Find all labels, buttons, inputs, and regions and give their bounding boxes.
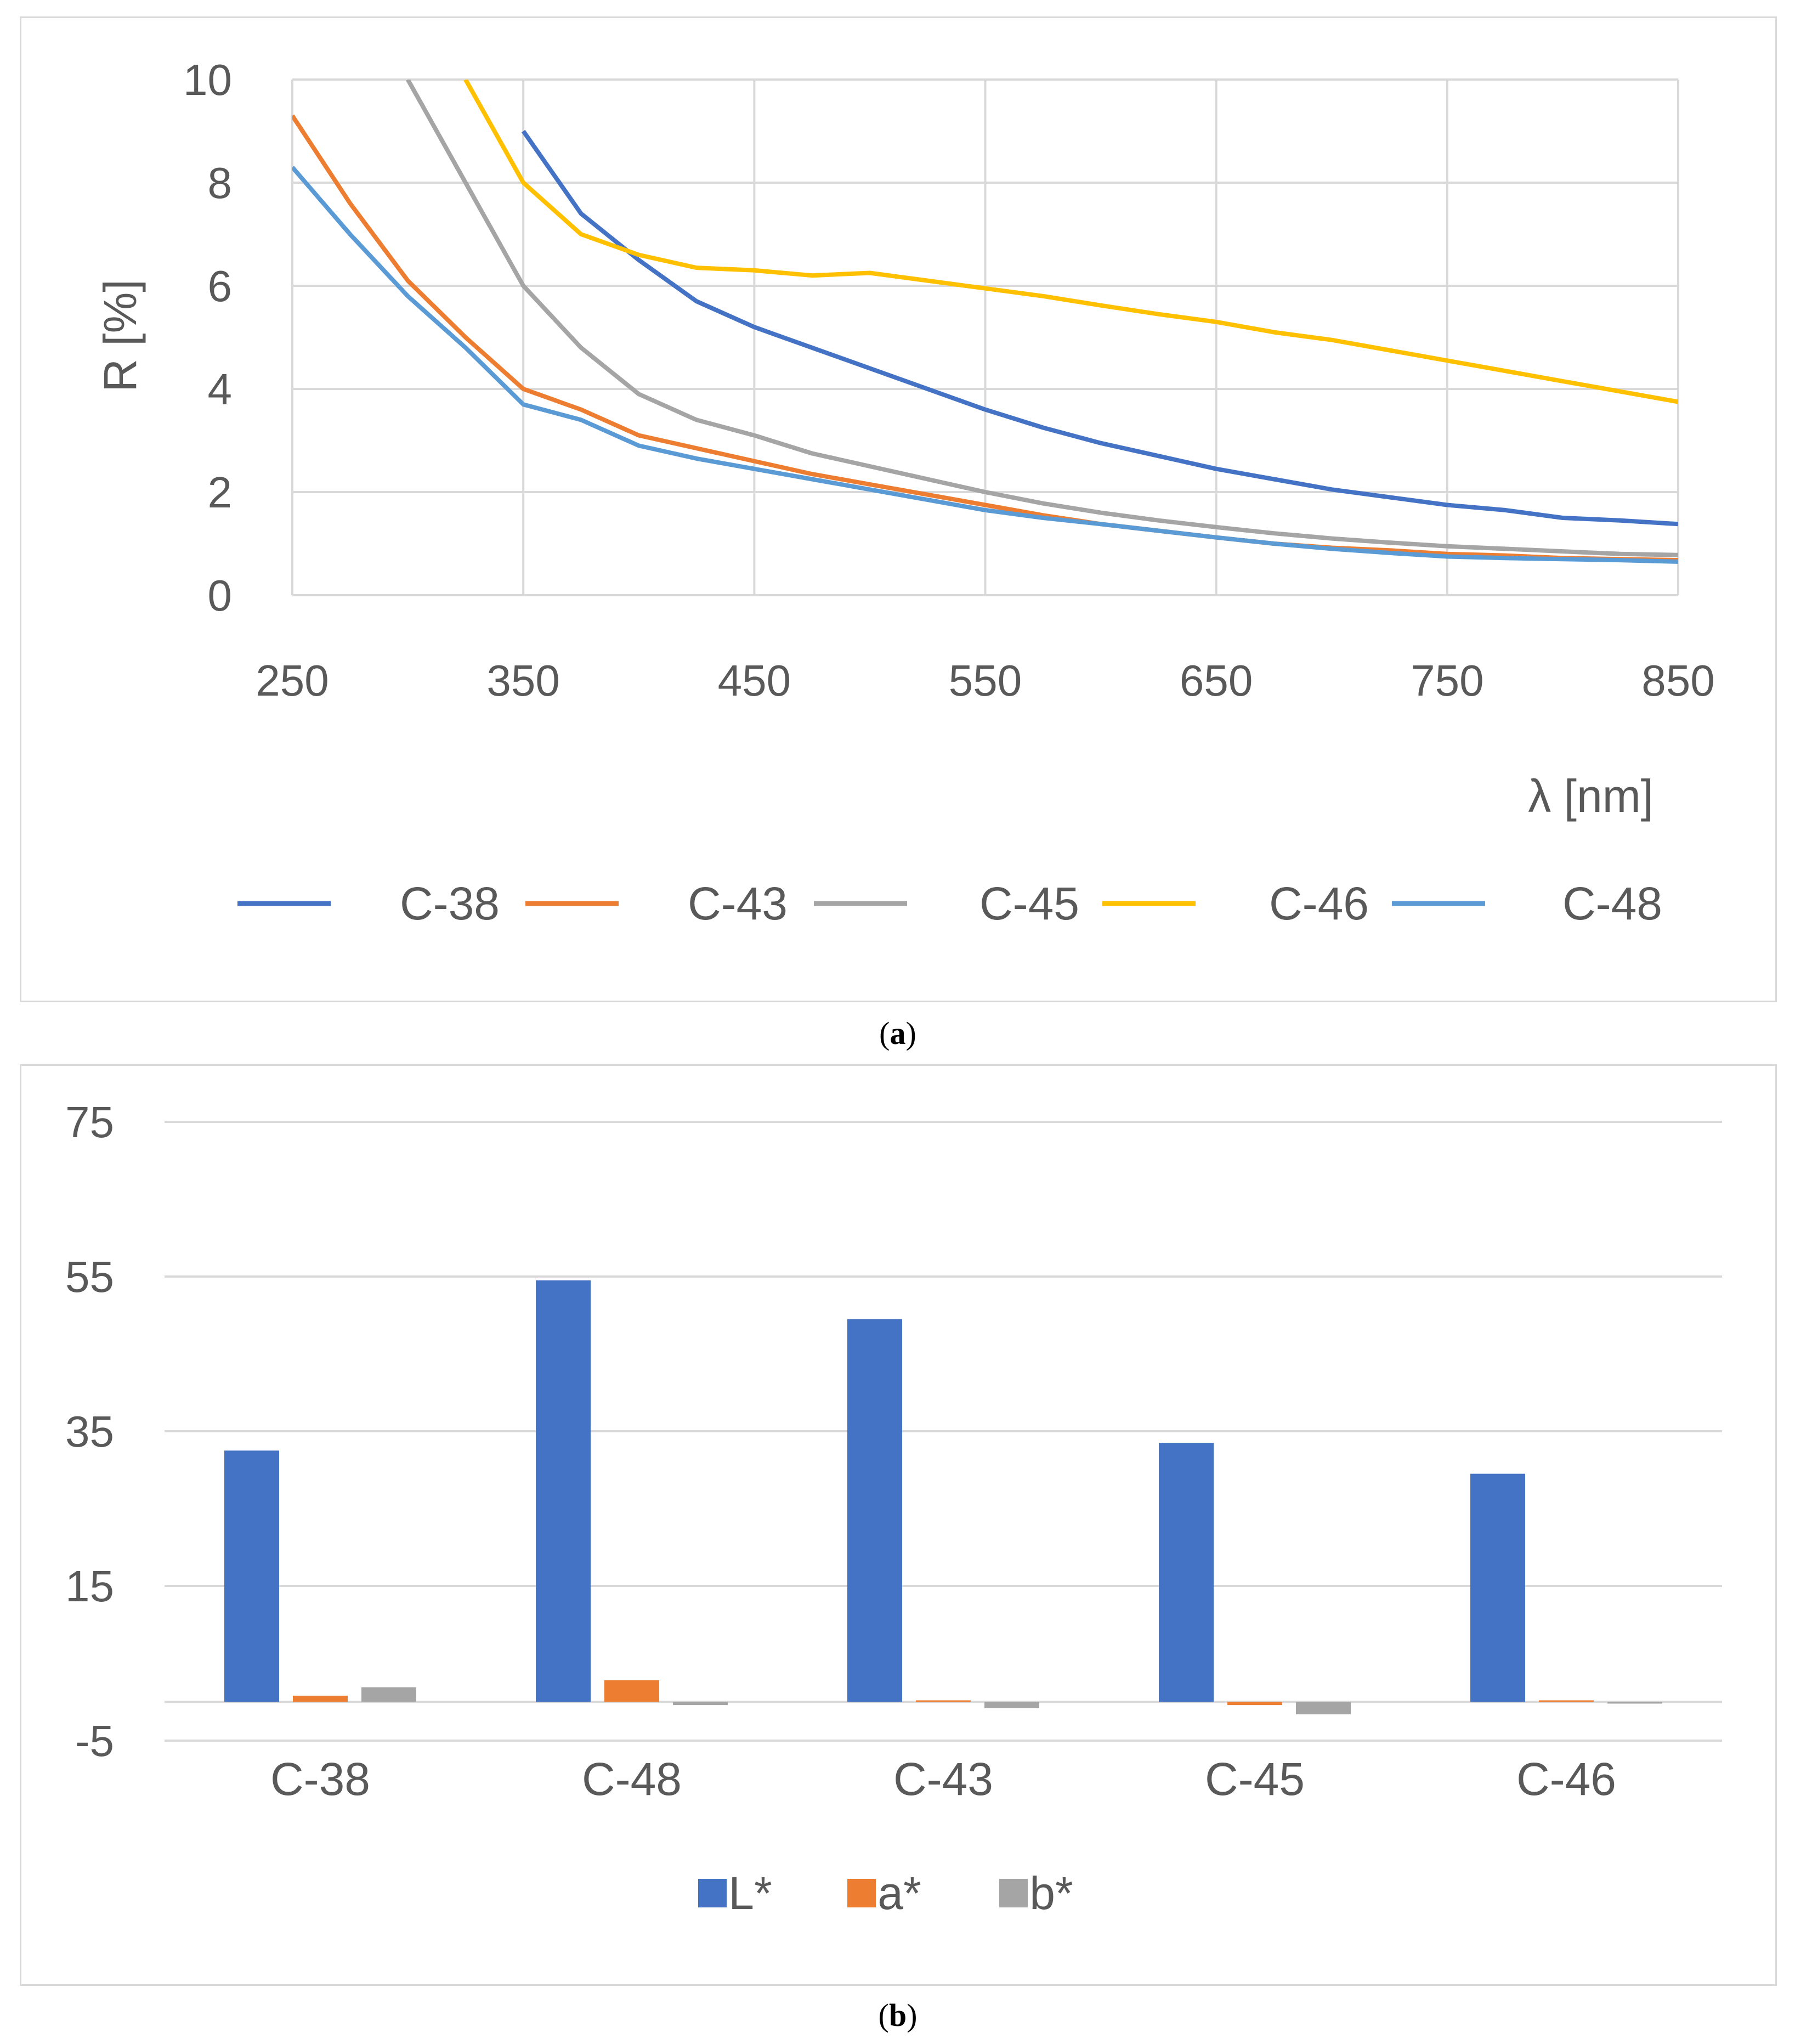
legend-swatch-b xyxy=(999,1879,1028,1907)
series-line-c-46 xyxy=(463,80,1678,404)
legend-label-a: a* xyxy=(877,1867,921,1919)
series-line-c-45 xyxy=(406,80,1678,557)
x-tick-label: 650 xyxy=(1180,656,1253,705)
y-tick-label: 0 xyxy=(208,571,233,620)
bar-c-43-a xyxy=(916,1700,971,1702)
y-tick-label: 10 xyxy=(183,55,232,104)
y-tick-label: 75 xyxy=(65,1098,114,1147)
bar-c-48-l xyxy=(536,1280,591,1702)
bar-c-46-l xyxy=(1470,1473,1525,1702)
legend-label-c-48: C-48 xyxy=(1562,878,1662,929)
series-line-c-43 xyxy=(292,114,1678,563)
x-tick-label: C-38 xyxy=(270,1753,370,1805)
x-tick-label: 350 xyxy=(486,656,559,705)
bar-c-43-l xyxy=(847,1319,902,1702)
legend-swatch-a xyxy=(847,1879,876,1907)
legend-swatch-l xyxy=(698,1879,727,1907)
bar-c-45-b xyxy=(1296,1702,1351,1715)
bar-c-46-a xyxy=(1539,1700,1594,1702)
x-tick-label: 250 xyxy=(256,656,329,705)
y-tick-label: 2 xyxy=(208,468,233,517)
legend-label-b: b* xyxy=(1029,1867,1073,1919)
x-tick-label: 850 xyxy=(1641,656,1714,705)
y-tick-label: 4 xyxy=(208,365,233,414)
bar-c-48-a xyxy=(604,1680,659,1702)
bar-c-38-a xyxy=(293,1696,348,1702)
x-tick-label: C-43 xyxy=(893,1753,993,1805)
x-tick-label: 550 xyxy=(949,656,1022,705)
bar-c-43-b xyxy=(984,1702,1039,1708)
legend-label-c-46: C-46 xyxy=(1269,878,1369,929)
bar-c-45-a xyxy=(1227,1702,1282,1706)
bar-c-46-b xyxy=(1607,1702,1662,1704)
y-tick-label: -5 xyxy=(75,1716,114,1765)
legend-label-c-45: C-45 xyxy=(979,878,1079,929)
y-tick-label: 6 xyxy=(208,262,233,310)
y-tick-label: 15 xyxy=(65,1562,114,1611)
x-axis-label: λ [nm] xyxy=(1528,770,1654,822)
y-tick-label: 55 xyxy=(65,1252,114,1301)
y-axis-label: R [%] xyxy=(94,279,146,392)
legend-label-c-43: C-43 xyxy=(688,878,788,929)
series-line-c-38 xyxy=(521,129,1678,527)
bar-c-38-b xyxy=(361,1687,416,1702)
legend-label-c-38: C-38 xyxy=(400,878,500,929)
bar-c-45-l xyxy=(1159,1443,1214,1702)
x-tick-label: C-48 xyxy=(582,1753,682,1805)
legend-label-l: L* xyxy=(728,1867,772,1919)
x-tick-label: 450 xyxy=(718,656,791,705)
caption-a: (a) xyxy=(879,1015,916,1051)
caption-b: (b) xyxy=(878,1997,918,2033)
series-line-c-48 xyxy=(292,166,1678,564)
y-tick-label: 35 xyxy=(65,1407,114,1456)
x-tick-label: C-46 xyxy=(1516,1753,1616,1805)
x-tick-label: 750 xyxy=(1411,656,1483,705)
x-tick-label: C-45 xyxy=(1205,1753,1305,1805)
y-tick-label: 8 xyxy=(208,159,233,207)
bar-c-48-b xyxy=(673,1702,728,1706)
bar-c-38-l xyxy=(224,1450,279,1702)
